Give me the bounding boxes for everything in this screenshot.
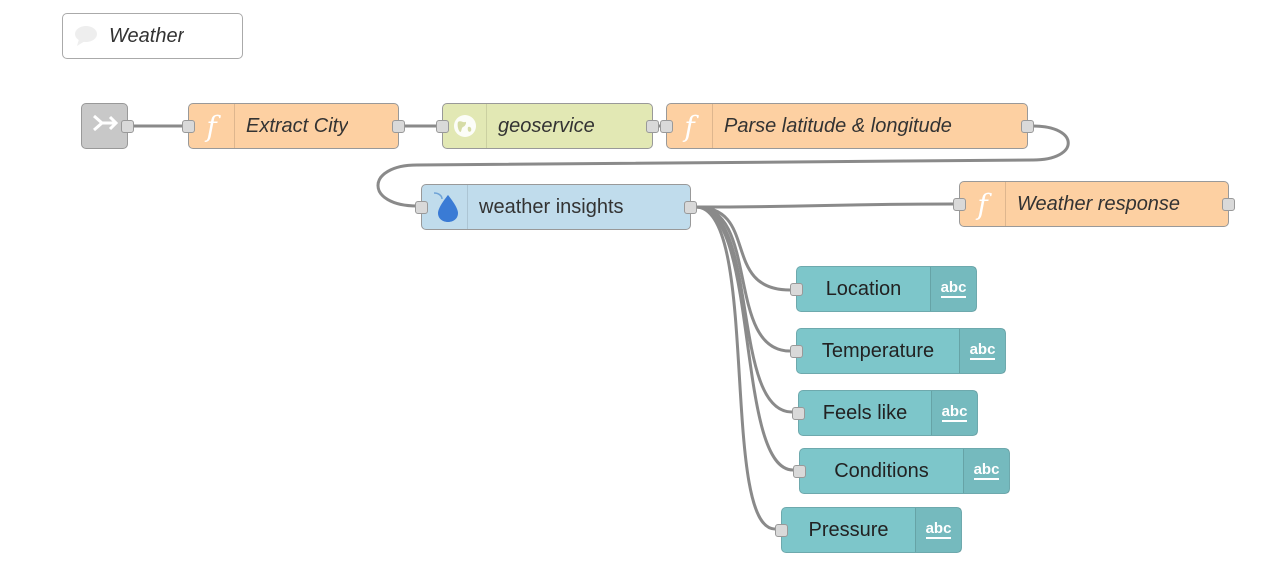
- comment-icon: [63, 14, 109, 58]
- extract-city-label: Extract City: [246, 114, 349, 137]
- extract-city-node[interactable]: f Extract City: [182, 103, 405, 149]
- extract-city-output-port[interactable]: [392, 120, 405, 133]
- weather-response-input-port[interactable]: [953, 198, 966, 211]
- extract-city-input-port[interactable]: [182, 120, 195, 133]
- wire-weather-to-response: [694, 202, 956, 209]
- geoservice-input-port[interactable]: [436, 120, 449, 133]
- link-in-icon: [92, 112, 118, 140]
- function-icon: f: [960, 182, 1006, 226]
- function-icon: f: [667, 104, 713, 148]
- wire-weather-to-feelslike: [694, 205, 794, 414]
- comment-node-weather[interactable]: Weather: [62, 13, 243, 59]
- weather-insights-node[interactable]: weather insights: [415, 184, 697, 230]
- feels-like-label: Feels like: [822, 401, 908, 424]
- parse-latlong-input-port[interactable]: [660, 120, 673, 133]
- pressure-node[interactable]: Pressure abc: [775, 507, 962, 553]
- conditions-input-port[interactable]: [793, 465, 806, 478]
- temperature-label: Temperature: [821, 339, 935, 362]
- comment-label: Weather: [109, 24, 185, 47]
- location-input-port[interactable]: [790, 283, 803, 296]
- wire-weather-to-location: [694, 205, 792, 292]
- weather-insights-label: weather insights: [479, 195, 624, 218]
- abc-icon: abc: [959, 329, 1005, 373]
- location-node[interactable]: Location abc: [790, 266, 977, 312]
- parse-latlong-node[interactable]: f Parse latitude & longitude: [660, 103, 1034, 149]
- weather-response-node[interactable]: f Weather response: [953, 181, 1235, 227]
- parse-latlong-output-port[interactable]: [1021, 120, 1034, 133]
- parse-latlong-label: Parse latitude & longitude: [724, 114, 952, 137]
- weather-response-output-port[interactable]: [1222, 198, 1235, 211]
- feels-like-input-port[interactable]: [792, 407, 805, 420]
- abc-icon: abc: [930, 267, 976, 311]
- weather-response-label: Weather response: [1017, 192, 1181, 215]
- water-drop-icon: [422, 185, 468, 229]
- wire-weather-to-conditions: [694, 205, 795, 472]
- pressure-label: Pressure: [808, 518, 889, 541]
- feels-like-node[interactable]: Feels like abc: [792, 390, 978, 436]
- temperature-input-port[interactable]: [790, 345, 803, 358]
- globe-icon: [443, 104, 487, 148]
- location-label: Location: [825, 277, 902, 300]
- link-in-output-port[interactable]: [121, 120, 134, 133]
- function-icon: f: [189, 104, 235, 148]
- abc-icon: abc: [931, 391, 977, 435]
- conditions-node[interactable]: Conditions abc: [793, 448, 1010, 494]
- geoservice-output-port[interactable]: [646, 120, 659, 133]
- weather-insights-input-port[interactable]: [415, 201, 428, 214]
- wire-weather-to-pressure: [694, 205, 777, 531]
- geoservice-label: geoservice: [498, 114, 595, 137]
- pressure-input-port[interactable]: [775, 524, 788, 537]
- abc-icon: abc: [915, 508, 961, 552]
- conditions-label: Conditions: [834, 459, 929, 482]
- link-in-node[interactable]: [81, 103, 134, 149]
- geoservice-node[interactable]: geoservice: [436, 103, 659, 149]
- temperature-node[interactable]: Temperature abc: [790, 328, 1006, 374]
- weather-insights-output-port[interactable]: [684, 201, 697, 214]
- wire-weather-to-temperature: [694, 205, 792, 353]
- abc-icon: abc: [963, 449, 1009, 493]
